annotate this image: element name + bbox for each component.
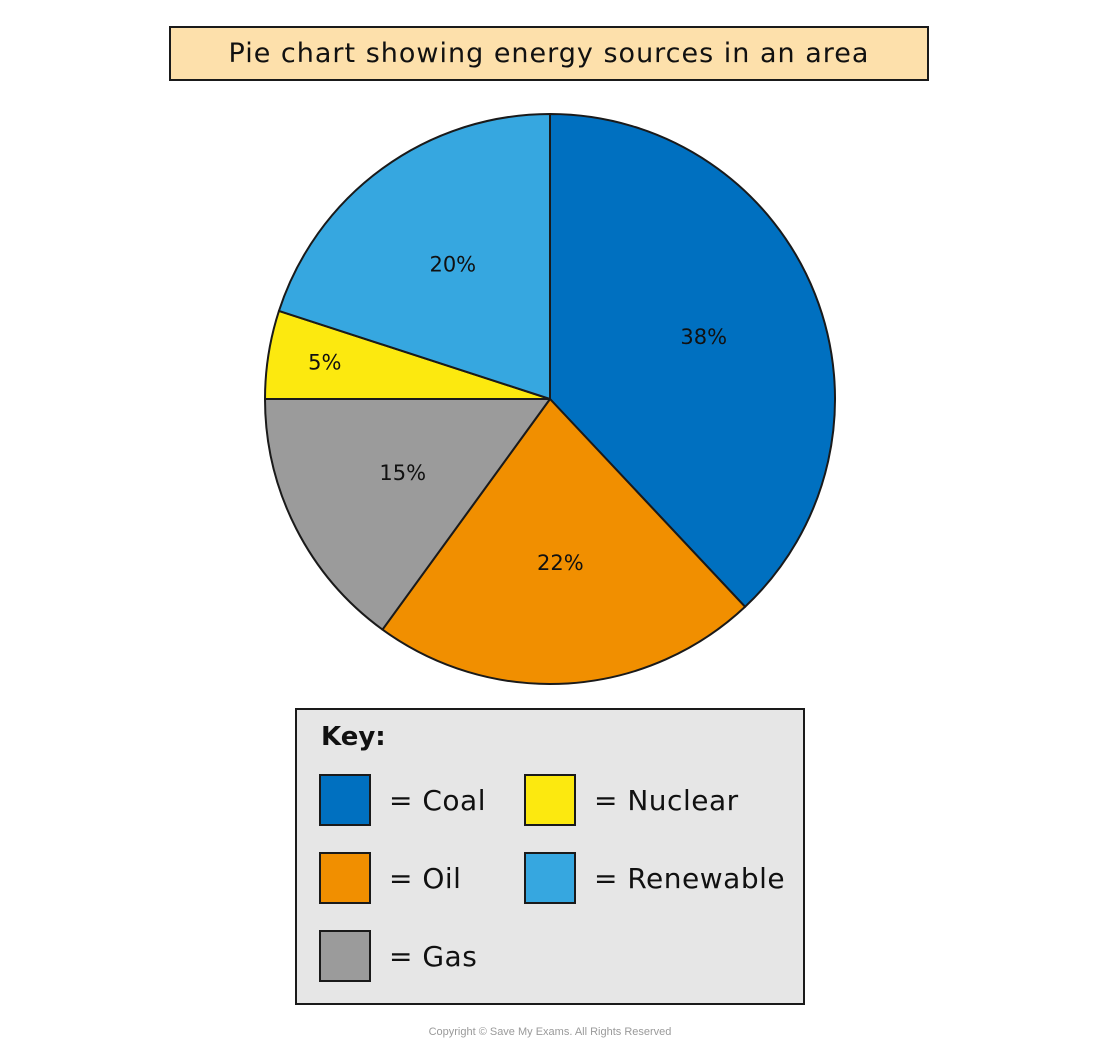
legend-label-gas: = Gas [389, 939, 478, 973]
slice-label-coal: 38% [680, 325, 727, 349]
slice-label-nuclear: 5% [308, 350, 341, 374]
pie-slice-gas [264, 398, 551, 631]
legend-title: Key: [321, 722, 386, 752]
copyright-notice: Copyright © Save My Exams. All Rights Re… [428, 1026, 672, 1038]
legend-item-oil: = Oil [319, 852, 461, 904]
slice-label-oil: 22% [537, 551, 584, 575]
legend-item-gas: = Gas [319, 930, 477, 982]
legend-item-nuclear: = Nuclear [524, 774, 739, 826]
legend-swatch-nuclear [524, 774, 576, 826]
legend-swatch-renewable [524, 852, 576, 904]
legend-label-oil: = Oil [389, 861, 462, 895]
legend-swatch-coal [319, 774, 371, 826]
legend-swatch-gas [319, 930, 371, 982]
pie-slice-coal [549, 113, 836, 608]
legend-label-coal: = Coal [389, 783, 486, 817]
legend-swatch-oil [319, 852, 371, 904]
chart-title: Pie chart showing energy sources in an a… [169, 26, 929, 81]
slice-label-renewable: 20% [429, 252, 476, 276]
pie-slice-oil [381, 398, 747, 685]
legend-item-coal: = Coal [319, 774, 486, 826]
legend-label-nuclear: = Nuclear [594, 783, 739, 817]
legend-label-renewable: = Renewable [594, 861, 786, 895]
legend-item-renewable: = Renewable [524, 852, 785, 904]
pie-slice-renewable [277, 113, 551, 400]
slice-label-gas: 15% [379, 461, 426, 485]
legend: Key: = Coal = Nuclear = Oil = Renewable … [295, 708, 805, 1005]
